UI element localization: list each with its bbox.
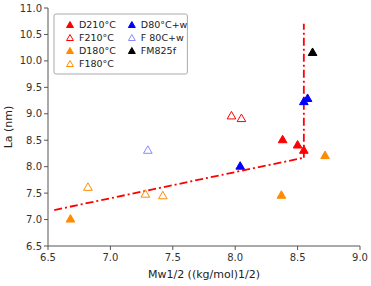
legend-label: D210°C bbox=[79, 19, 116, 30]
y-tick-label: 11.0 bbox=[20, 3, 42, 14]
y-tick-label: 8.0 bbox=[26, 161, 42, 172]
legend-symbol bbox=[67, 22, 74, 28]
point bbox=[308, 48, 317, 56]
plot-area bbox=[54, 24, 329, 222]
x-tick-label: 6.5 bbox=[40, 252, 56, 263]
legend-label: F180°C bbox=[79, 58, 114, 69]
y-axis-line bbox=[48, 8, 49, 246]
y-tick-label: 7.5 bbox=[26, 188, 42, 199]
point bbox=[277, 191, 286, 199]
x-axis-label: Mw1/2 ((kg/mol)1/2) bbox=[148, 268, 260, 281]
point bbox=[158, 191, 167, 199]
y-tick-label: 9.0 bbox=[26, 108, 42, 119]
x-tick-label: 7.0 bbox=[102, 252, 118, 263]
chart: 6.5 7.0 7.5 8.0 8.5 9.0 6.5 7.0 7.5 8.0 8.5 9.0 9.5 1… bbox=[0, 0, 371, 286]
legend-symbol bbox=[67, 61, 74, 67]
point bbox=[278, 135, 287, 143]
series bbox=[66, 151, 329, 222]
series bbox=[144, 146, 153, 154]
y-tick bbox=[44, 34, 48, 35]
y-tick-label: 10.5 bbox=[20, 29, 42, 40]
axes: 6.5 7.0 7.5 8.0 8.5 9.0 6.5 7.0 7.5 8.0 8.5 9.0 9.5 1… bbox=[20, 3, 368, 264]
x-tick-label: 8.5 bbox=[290, 252, 306, 263]
x-tick bbox=[48, 246, 49, 250]
legend-symbol bbox=[67, 48, 74, 54]
fit-line bbox=[303, 24, 305, 158]
point bbox=[141, 190, 150, 198]
x-tick bbox=[172, 246, 173, 250]
legend: D210°C F210°C D180°C F180°C D80°C+w F 80C+w FM… bbox=[54, 14, 188, 74]
y-axis-label: La (nm) bbox=[2, 106, 15, 149]
y-tick bbox=[44, 140, 48, 141]
x-tick-label: 9.0 bbox=[352, 252, 368, 263]
legend-symbol bbox=[128, 48, 135, 54]
series bbox=[236, 94, 312, 169]
x-tick-label: 8.0 bbox=[227, 252, 243, 263]
y-tick-label: 7.0 bbox=[26, 214, 42, 225]
point bbox=[303, 94, 312, 102]
x-axis-line bbox=[48, 246, 360, 247]
y-tick bbox=[44, 246, 48, 247]
point bbox=[66, 215, 75, 223]
series bbox=[84, 183, 168, 199]
point bbox=[84, 183, 93, 191]
x-tick bbox=[235, 246, 236, 250]
x-tick bbox=[360, 246, 361, 250]
point bbox=[293, 141, 302, 149]
y-tick-label: 9.5 bbox=[26, 82, 42, 93]
legend-label: F210°C bbox=[79, 32, 114, 43]
series bbox=[278, 135, 308, 153]
x-tick-label: 7.5 bbox=[165, 252, 181, 263]
y-tick bbox=[44, 8, 48, 9]
legend-box bbox=[54, 14, 187, 74]
y-tick bbox=[44, 166, 48, 167]
x-tick bbox=[297, 246, 298, 250]
series bbox=[227, 111, 246, 121]
point bbox=[321, 151, 330, 159]
point bbox=[300, 146, 309, 154]
point bbox=[237, 114, 246, 122]
legend-symbol bbox=[67, 35, 74, 41]
y-tick bbox=[44, 113, 48, 114]
y-tick bbox=[44, 219, 48, 220]
y-tick-label: 6.5 bbox=[26, 241, 42, 252]
legend-label: D80°C+w bbox=[141, 19, 188, 30]
y-tick-label: 8.5 bbox=[26, 135, 42, 146]
point bbox=[144, 146, 153, 154]
legend-label: F 80C+w bbox=[141, 32, 184, 43]
legend-symbol bbox=[128, 22, 135, 28]
point bbox=[236, 162, 245, 170]
point bbox=[227, 111, 236, 119]
series bbox=[308, 48, 317, 56]
y-tick-label: 10.0 bbox=[20, 55, 42, 66]
legend-label: D180°C bbox=[79, 45, 116, 56]
legend-symbol bbox=[128, 35, 135, 41]
y-tick bbox=[44, 87, 48, 88]
y-tick bbox=[44, 60, 48, 61]
x-tick bbox=[110, 246, 111, 250]
legend-label: FM825f bbox=[141, 45, 177, 56]
fit-line bbox=[54, 158, 304, 210]
y-tick bbox=[44, 193, 48, 194]
